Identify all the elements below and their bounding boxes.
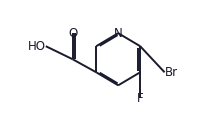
Text: O: O bbox=[68, 27, 77, 40]
Text: Br: Br bbox=[165, 66, 178, 79]
Text: F: F bbox=[137, 92, 143, 105]
Text: HO: HO bbox=[28, 40, 46, 53]
Text: N: N bbox=[114, 27, 123, 40]
